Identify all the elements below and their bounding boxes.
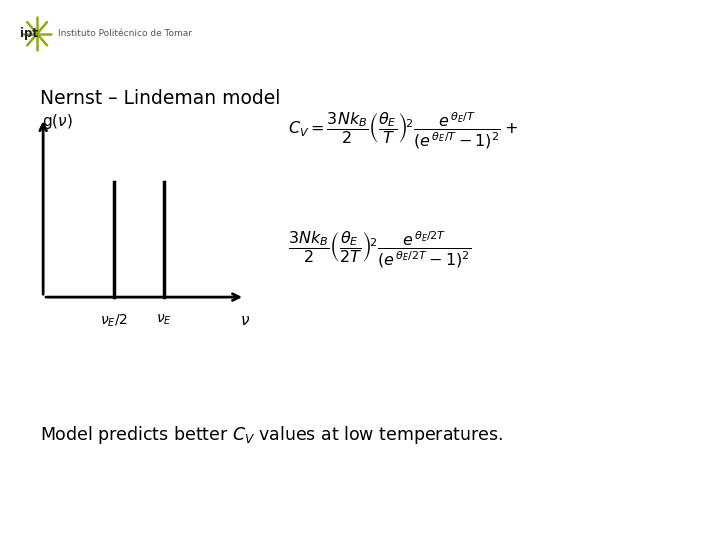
Text: ipt: ipt <box>20 27 37 40</box>
Text: $C_V = \dfrac{3Nk_B}{2}\left(\dfrac{\theta_E}{T}\right)^{\!2}\dfrac{e^{\,\theta_: $C_V = \dfrac{3Nk_B}{2}\left(\dfrac{\the… <box>288 111 518 151</box>
Text: Model predicts better $C_V$ values at low temperatures.: Model predicts better $C_V$ values at lo… <box>40 424 503 446</box>
Text: $\nu$: $\nu$ <box>240 313 250 328</box>
Text: $\nu_E/2$: $\nu_E/2$ <box>100 313 128 329</box>
Text: Instituto Politécnico de Tomar: Instituto Politécnico de Tomar <box>58 29 192 38</box>
Text: $\nu_E$: $\nu_E$ <box>156 313 171 327</box>
Text: $\dfrac{3Nk_B}{2}\left(\dfrac{\theta_E}{2T}\right)^{\!2}\dfrac{e^{\,\theta_E/2T}: $\dfrac{3Nk_B}{2}\left(\dfrac{\theta_E}{… <box>288 230 472 270</box>
Text: g($\nu$): g($\nu$) <box>42 112 73 131</box>
Text: Nernst – Lindeman model: Nernst – Lindeman model <box>40 89 280 108</box>
